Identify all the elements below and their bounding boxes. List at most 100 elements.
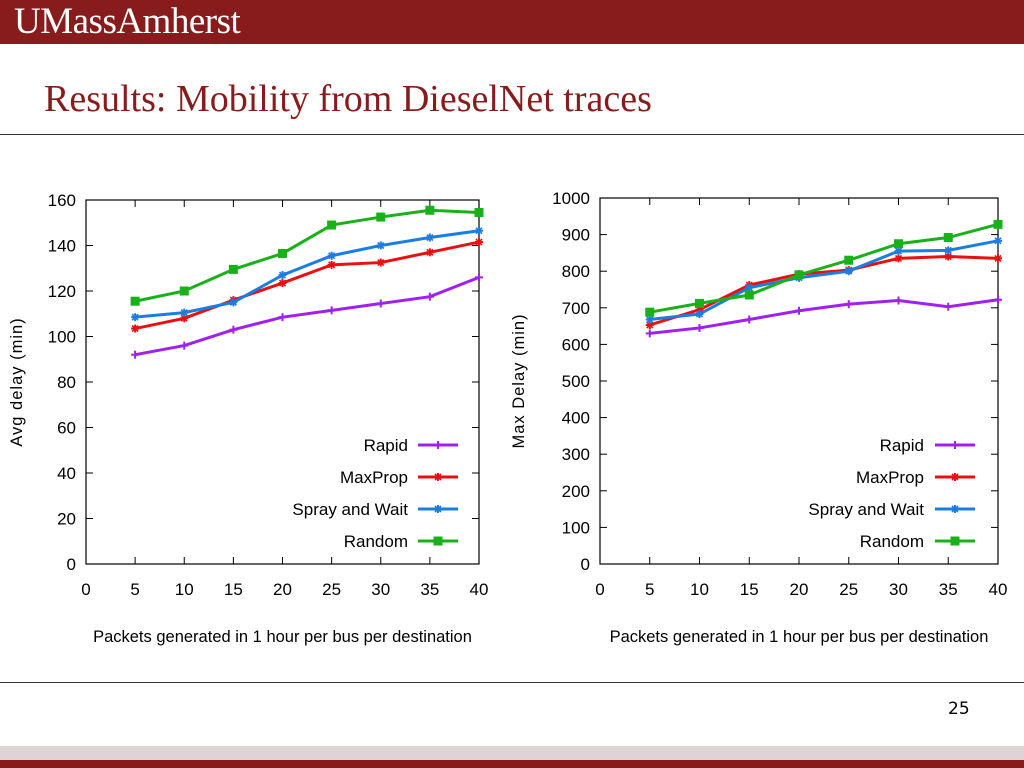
data-point — [475, 226, 483, 235]
legend-item: Random — [860, 532, 975, 551]
data-point — [844, 255, 854, 265]
marker-stroke — [328, 252, 336, 260]
data-point — [745, 315, 754, 324]
x-tick-label: 10 — [690, 580, 709, 599]
marker-stroke — [951, 473, 959, 481]
x-tick-label: 0 — [81, 580, 90, 599]
legend-label: Rapid — [364, 436, 408, 455]
x-axis-label: Packets generated in 1 hour per bus per … — [610, 628, 989, 646]
y-tick-label: 500 — [562, 372, 590, 391]
data-point — [425, 233, 434, 242]
data-point — [475, 273, 483, 282]
data-point — [795, 306, 803, 315]
data-point — [950, 536, 960, 546]
x-tick-label: 10 — [175, 580, 194, 599]
data-point — [944, 302, 953, 311]
data-point — [425, 248, 434, 257]
y-tick-label: 0 — [581, 555, 590, 574]
x-tick-label: 20 — [273, 580, 292, 599]
data-point — [994, 295, 1002, 304]
y-tick-label: 700 — [562, 299, 590, 318]
legend-item: Spray and Wait — [808, 500, 975, 519]
legend-label: Random — [860, 532, 924, 551]
data-point — [376, 212, 386, 222]
data-point — [180, 341, 189, 350]
data-point — [695, 298, 704, 308]
marker-stroke — [434, 505, 442, 513]
marker-stroke — [994, 237, 1002, 245]
marker-stroke — [426, 248, 434, 256]
y-tick-label: 140 — [48, 237, 76, 256]
data-point — [894, 239, 903, 249]
y-tick-label: 100 — [48, 328, 76, 347]
y-tick-label: 600 — [562, 335, 590, 354]
marker-stroke — [278, 279, 287, 287]
legend-label: Spray and Wait — [292, 500, 408, 519]
university-logo: UMassAmherst — [14, 1, 241, 42]
series-line — [649, 298, 999, 335]
marker-stroke — [180, 309, 188, 317]
marker-stroke — [131, 324, 139, 333]
data-point — [376, 299, 385, 308]
marker-stroke — [229, 298, 237, 306]
marker-stroke — [180, 314, 188, 322]
marker-stroke — [426, 233, 434, 242]
x-tick-label: 0 — [595, 580, 604, 599]
marker-stroke — [944, 252, 952, 261]
data-point — [131, 324, 140, 333]
marker-stroke — [328, 261, 336, 269]
marker-stroke — [278, 271, 287, 279]
y-tick-label: 120 — [48, 282, 76, 301]
max-delay-chart: 0 100 200 300 400 500 600 700 800 900 1000 0 5 10 15 20… — [510, 189, 1007, 646]
y-axis-label: Avg delay (min) — [8, 317, 26, 446]
data-point — [645, 307, 655, 317]
legend-item: Spray and Wait — [292, 500, 458, 519]
y-tick-label: 60 — [57, 419, 76, 438]
x-tick-label: 35 — [420, 580, 439, 599]
x-tick-label: 35 — [939, 580, 958, 599]
data-point — [695, 323, 704, 332]
x-tick-label: 15 — [740, 580, 759, 599]
y-tick-label: 100 — [562, 518, 590, 537]
marker-stroke — [475, 238, 483, 246]
series-spray-and-wait — [131, 226, 483, 322]
data-point — [180, 308, 189, 317]
header-bar: UMassAmherst — [0, 0, 1024, 44]
data-point — [951, 441, 959, 449]
marker-stroke — [944, 246, 952, 254]
data-point — [229, 325, 238, 334]
legend-item: Rapid — [364, 436, 458, 455]
data-point — [278, 271, 287, 280]
legend-item: MaxProp — [856, 468, 975, 487]
data-point — [434, 473, 442, 481]
data-point — [278, 248, 287, 258]
marker-stroke — [646, 321, 654, 329]
data-point — [994, 236, 1002, 245]
data-point — [327, 220, 337, 230]
legend-label: MaxProp — [856, 468, 924, 487]
series-random — [130, 205, 484, 306]
y-tick-label: 160 — [48, 191, 76, 210]
y-tick-label: 400 — [562, 409, 590, 428]
x-tick-label: 25 — [839, 580, 858, 599]
y-tick-label: 300 — [562, 445, 590, 464]
y-tick-label: 1000 — [552, 189, 590, 208]
data-point — [228, 264, 238, 274]
slide-title: Results: Mobility from DieselNet traces — [44, 78, 652, 120]
data-point — [327, 251, 336, 260]
marker-stroke — [646, 315, 654, 324]
x-tick-label: 5 — [645, 580, 654, 599]
data-point — [475, 238, 483, 247]
legend: Rapid MaxProp Spray and Wait Random — [292, 436, 458, 551]
data-point — [433, 536, 443, 546]
data-point — [951, 473, 959, 481]
data-point — [894, 296, 903, 305]
avg-delay-chart: 0 20 40 60 80 100 120 140 160 0 5 10 15 20 25 30 35 40 Pac… — [8, 191, 488, 646]
data-point — [179, 286, 189, 296]
data-point — [278, 279, 287, 288]
data-point — [474, 208, 484, 218]
footer-band — [0, 746, 1024, 760]
marker-stroke — [951, 505, 959, 513]
x-tick-label: 30 — [889, 580, 908, 599]
data-point — [645, 315, 654, 324]
